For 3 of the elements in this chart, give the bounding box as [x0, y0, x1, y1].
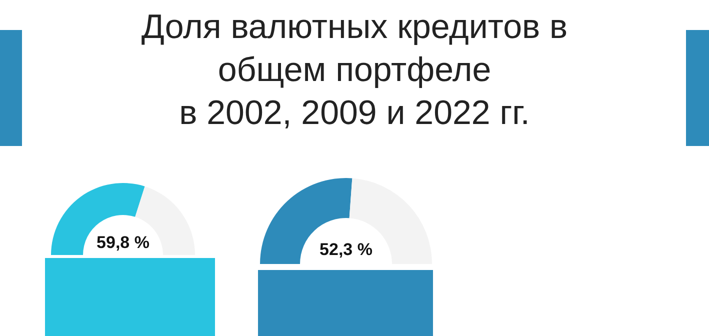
text: Доля валютных кредитов в общем портфеле в 2002, 2009 и 2022 гг. [140, 7, 569, 134]
data-label: 52,3 % [320, 240, 372, 259]
data-label: 59,8 % [96, 233, 150, 252]
